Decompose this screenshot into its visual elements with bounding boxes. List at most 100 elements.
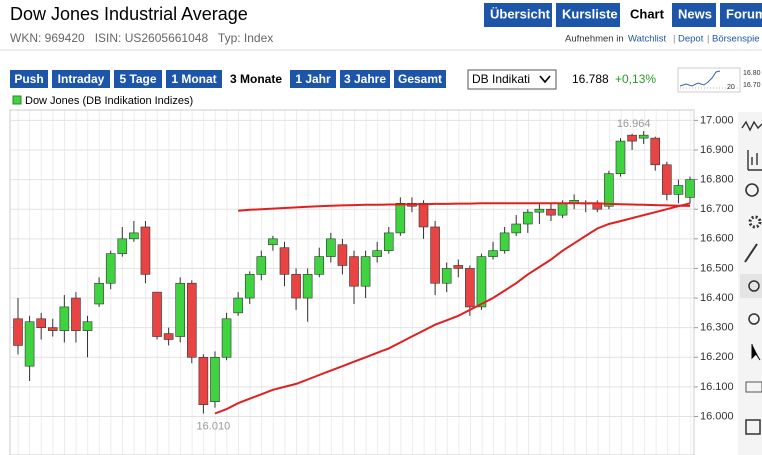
mini-label: 20 — [727, 84, 735, 91]
y-tick-label: 16.100 — [700, 381, 734, 393]
tool-icon[interactable] — [745, 381, 762, 393]
candle-body — [129, 232, 139, 240]
candle-body — [557, 202, 568, 216]
period-label: 5 Tage — [119, 72, 156, 86]
candle-body — [314, 256, 325, 275]
period-button[interactable] — [166, 70, 222, 88]
candle-body — [476, 256, 487, 308]
tab[interactable] — [624, 3, 668, 27]
tabs: Übersicht Kursliste Chart News Forum — [484, 3, 762, 27]
tool-icon[interactable] — [748, 280, 760, 292]
max-label: 16.964 — [617, 118, 651, 130]
y-tick-label: 16.600 — [700, 233, 734, 245]
candle-body — [175, 282, 186, 337]
candle-body — [499, 232, 510, 251]
tab[interactable] — [556, 3, 620, 27]
tab[interactable] — [720, 3, 762, 27]
dropdown-arrow — [539, 75, 551, 84]
tab-label: Chart — [630, 6, 665, 21]
tool-icon[interactable] — [747, 150, 762, 171]
candle-body — [349, 256, 359, 287]
candle-body — [441, 268, 452, 284]
mini-label: 16.70 — [743, 82, 761, 89]
candle-body — [291, 274, 301, 299]
dropdown-text: DB Indikati — [472, 72, 530, 86]
periods: Push Intraday 5 Tage 1 Monat 3 Monate 1 Jahr 3… — [10, 70, 446, 88]
link[interactable]: Börsenspie — [712, 34, 760, 45]
y-tick-label: 16.000 — [700, 410, 734, 422]
y-tick-label: 16.800 — [700, 173, 734, 185]
candle-body — [372, 250, 382, 257]
link[interactable]: Depot — [678, 34, 704, 45]
period-button[interactable] — [114, 70, 162, 88]
y-tick-label: 16.500 — [700, 262, 734, 274]
candle-body — [152, 291, 162, 337]
period-label: 3 Monate — [230, 72, 282, 86]
candle-body — [488, 250, 498, 257]
period-button[interactable] — [226, 70, 286, 88]
candle-body — [36, 318, 46, 328]
y-tick-label: 17.000 — [700, 114, 734, 126]
candle-body — [430, 226, 440, 284]
tool-icon[interactable] — [744, 243, 758, 263]
tool-icon[interactable] — [751, 344, 761, 361]
candle-body — [198, 356, 209, 405]
period-button[interactable] — [52, 70, 110, 88]
tool-button[interactable] — [740, 274, 762, 298]
mini-line — [679, 70, 721, 87]
tab[interactable] — [672, 3, 716, 27]
candle-body — [244, 274, 255, 299]
candle-body — [71, 297, 81, 331]
period-button[interactable] — [394, 70, 446, 88]
candle-body — [326, 238, 336, 257]
candle-body — [256, 256, 267, 275]
tool-icon[interactable] — [748, 215, 762, 229]
legend-swatch — [12, 95, 22, 105]
mini-frame — [677, 67, 741, 93]
chart-toolbar — [738, 112, 762, 455]
y-tick-label: 16.300 — [700, 322, 734, 334]
candle-body — [465, 268, 475, 308]
period-label: Push — [14, 72, 43, 86]
candle-body — [47, 327, 58, 331]
period-button[interactable] — [340, 70, 390, 88]
candle-body — [511, 223, 522, 234]
candle-body — [662, 164, 672, 195]
candle-body — [163, 333, 174, 340]
page-title: Dow Jones Industrial Average — [10, 4, 248, 24]
candle-body — [685, 179, 695, 198]
candle-body — [302, 274, 313, 299]
tab[interactable] — [484, 3, 552, 27]
link[interactable]: Watchlist — [628, 34, 667, 45]
links-prefix: Aufnehmen in — [565, 34, 624, 45]
dropdown[interactable] — [467, 69, 557, 90]
y-tick-label: 16.700 — [700, 203, 734, 215]
mini-chart: 16.80 16.70 20 — [677, 67, 761, 93]
candle-body — [453, 265, 464, 269]
overlay-line — [214, 202, 691, 415]
candle-body — [604, 173, 614, 207]
tab-label: Übersicht — [490, 6, 551, 21]
period-label: 3 Jahre — [344, 72, 386, 86]
tool-icon[interactable] — [748, 313, 760, 325]
link-sep: | — [707, 34, 709, 45]
candle-body — [638, 134, 649, 139]
period-button[interactable] — [290, 70, 336, 88]
candle-body — [210, 356, 220, 402]
candle-body — [186, 282, 197, 358]
candle-body — [105, 253, 116, 284]
candle-body — [13, 318, 23, 346]
legend-label: Dow Jones (DB Indikation Indizes) — [25, 95, 193, 107]
tool-icon[interactable] — [745, 183, 759, 197]
links: Aufnehmen in Watchlist | Depot | Börsenspie — [565, 34, 760, 45]
min-label: 16.010 — [197, 420, 231, 432]
candle-body — [24, 321, 35, 367]
period-button[interactable] — [10, 70, 48, 88]
candle-body — [221, 318, 232, 358]
quote-change: +0,13% — [615, 72, 656, 86]
tool-icon[interactable] — [745, 419, 761, 435]
tool-icon[interactable] — [741, 120, 762, 132]
candle-body — [395, 202, 406, 234]
period-label: 1 Monat — [171, 72, 216, 86]
